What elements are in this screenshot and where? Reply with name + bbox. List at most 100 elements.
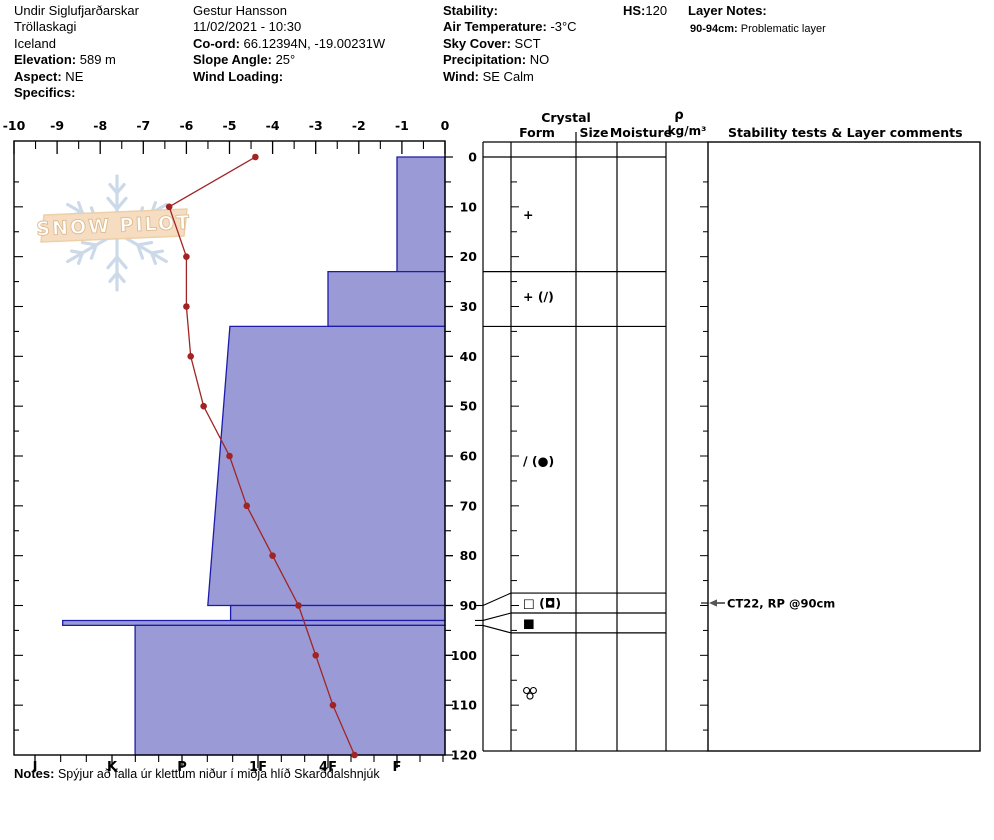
snow-layer-bar (327, 270, 446, 328)
conditions-line: Precipitation: NO (443, 52, 550, 68)
depth-axis: 0 10 20 30 40 50 60 70 80 90 100 110 120 (14, 150, 477, 763)
svg-text:60: 60 (460, 449, 478, 464)
svg-text:-9: -9 (50, 118, 64, 133)
conditions-line: Wind: SE Calm (443, 68, 534, 84)
layer-note-text: Problematic layer (740, 23, 826, 35)
grain-form-symbol: □ (◘) (523, 596, 561, 611)
svg-text:-3: -3 (309, 118, 323, 133)
density-unit-header: kg/m³ (668, 124, 707, 138)
svg-text:0: 0 (468, 150, 477, 165)
site-line: Iceland (14, 35, 56, 51)
snow-layer-bar (134, 624, 446, 756)
temperature-point (295, 602, 302, 609)
site-line: Undir Siglufjarðarskar (14, 3, 139, 18)
svg-text:120: 120 (451, 748, 477, 763)
stability-test-annotation: CT22, RP @90cm (701, 596, 835, 610)
grain-form-symbol (529, 686, 537, 695)
svg-text:-1: -1 (395, 118, 409, 133)
conditions-line: Stability: (443, 3, 498, 18)
observer-info: Gestur Hansson 11/02/2021 - 10:30 Co-ord: … (193, 3, 385, 85)
snow-layer-bar (62, 619, 446, 627)
svg-text:-8: -8 (93, 118, 107, 133)
observer-line: 11/02/2021 - 10:30 (193, 19, 302, 35)
svg-text:-7: -7 (136, 118, 150, 133)
watermark: SNOW PILOT (35, 174, 192, 292)
layer-table-grid (475, 132, 981, 752)
conditions-line: Sky Cover: SCT (443, 35, 541, 51)
crystal-header: Crystal (541, 110, 591, 125)
svg-text:-10: -10 (3, 118, 26, 133)
temperature-point (312, 652, 320, 659)
notes: Notes: Spýjur að falla úr klettum niður … (14, 766, 380, 781)
temperature-line (165, 153, 358, 759)
temperature-point (252, 153, 259, 161)
temperature-point (226, 452, 233, 460)
svg-text:40: 40 (460, 349, 478, 364)
observer-line: Gestur Hansson (193, 3, 287, 18)
svg-text:1F: 1F (249, 760, 267, 775)
site-line: Tröllaskagi (14, 19, 77, 35)
layer-notes-title: Layer Notes: (688, 3, 767, 18)
grain-form-symbol: + (523, 207, 533, 222)
svg-text:70: 70 (460, 498, 478, 513)
site-line: Specifics: (14, 85, 76, 101)
observer-line: Slope Angle: 25° (193, 52, 296, 68)
temperature-point (243, 502, 251, 510)
svg-text:90: 90 (460, 598, 478, 613)
temperature-point (329, 701, 337, 709)
temperature-point (183, 253, 190, 260)
svg-text:I: I (33, 760, 38, 775)
temperature-point (183, 303, 190, 310)
layer-note-range: 90-94cm: (690, 23, 738, 35)
hs-label: HS: (623, 3, 646, 18)
conditions-line: Air Temperature: -3°C (443, 19, 577, 35)
site-line: Elevation: 589 m (14, 52, 116, 68)
svg-text:K: K (107, 760, 118, 775)
conditions-info: Stability: Air Temperature: -3°C Sky Cove… (443, 3, 577, 85)
left-arrow-icon (709, 599, 717, 607)
observer-line: Wind Loading: (193, 68, 284, 84)
notes-label: Notes: (14, 766, 55, 781)
hs-value: 120 (645, 3, 668, 18)
temperature-point (165, 203, 173, 211)
grain-form-symbol: ∕ (●) (523, 453, 554, 468)
temperature-point (187, 353, 195, 360)
svg-text:30: 30 (460, 299, 478, 314)
svg-text:20: 20 (460, 249, 478, 264)
grain-form-symbol: + (∕) (523, 289, 554, 304)
temperature-point (351, 751, 358, 759)
svg-text:4F: 4F (319, 760, 337, 775)
comments-header: Stability tests & Layer comments (728, 125, 963, 140)
svg-text:-4: -4 (266, 118, 280, 133)
grain-form-symbol (526, 692, 534, 700)
snow-layer-bar (207, 325, 446, 607)
svg-text:F: F (393, 760, 402, 775)
svg-text:80: 80 (460, 548, 478, 563)
crystal-forms: + + (∕) ∕ (●) □ (◘) ■ (523, 207, 561, 700)
svg-text:0: 0 (441, 118, 450, 133)
density-symbol-header: ρ (674, 108, 683, 123)
grain-form-symbol (523, 686, 531, 695)
temperature-axis: -10 -9 -8 -7 -6 -5 -4 -3 -2 -1 0 (3, 118, 450, 154)
grain-form-symbol: ■ (523, 615, 535, 630)
snow-layer-bar (396, 156, 446, 273)
svg-text:-2: -2 (352, 118, 366, 133)
svg-text:50: 50 (460, 399, 478, 414)
site-line: Aspect: NE (14, 68, 84, 84)
svg-text:P: P (177, 760, 187, 775)
svg-text:10: 10 (460, 199, 478, 214)
size-header: Size (579, 125, 608, 140)
hardness-bars (62, 156, 446, 756)
snow-layer-bar (229, 604, 446, 622)
hardness-axis: I K P 1F 4F F (33, 755, 444, 775)
stability-test-text: CT22, RP @90cm (727, 596, 835, 610)
snow-height: HS:120 (623, 3, 667, 18)
layer-note-entry: 90-94cm: Problematic layer (690, 23, 826, 35)
svg-text:110: 110 (451, 698, 477, 713)
site-info: Undir Siglufjarðarskar Tröllaskagi Iceland… (14, 3, 139, 101)
observer-line: Co-ord: 66.12394N, -19.00231W (193, 35, 386, 51)
comments-box (707, 141, 981, 752)
temperature-point (200, 402, 207, 410)
